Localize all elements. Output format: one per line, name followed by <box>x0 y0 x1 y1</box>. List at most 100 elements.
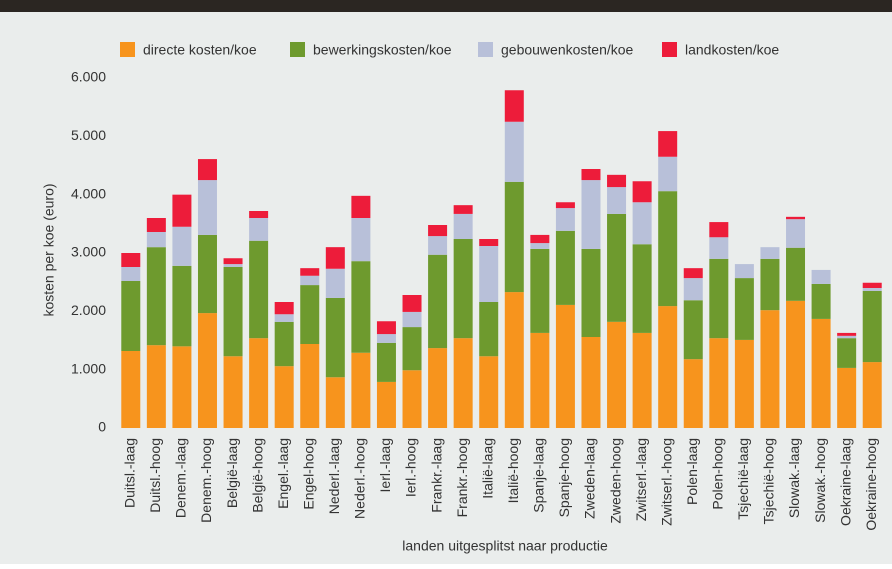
bar-segment <box>709 338 729 428</box>
x-tick-label: Slowak.-hoog <box>812 438 828 523</box>
x-tick-label: Engel.-laag <box>275 438 291 509</box>
y-tick-label: 1.000 <box>71 360 106 376</box>
bar-segment <box>479 246 499 302</box>
bar-segment <box>734 278 754 340</box>
bar-segment <box>197 313 217 428</box>
legend-swatch <box>662 42 677 57</box>
bar-segment <box>760 258 780 311</box>
x-tick-label: Slowak.-laag <box>786 438 802 518</box>
bar-segment <box>453 213 473 239</box>
x-axis-label: landen uitgesplitst naar productie <box>402 538 608 554</box>
bar-segment <box>172 346 192 428</box>
bar-segment <box>683 268 703 279</box>
bar-segment <box>146 247 166 346</box>
bar-segment <box>121 351 141 428</box>
bar-segment <box>453 338 473 428</box>
bar-segment <box>146 218 166 232</box>
bar-segment <box>146 345 166 428</box>
x-tick-label: Duitsl.-hoog <box>147 438 163 513</box>
x-tick-label: Denem.-hoog <box>198 438 214 523</box>
x-tick-label: Nederl.-hoog <box>352 438 368 519</box>
x-tick-label: Frankr.-hoog <box>454 438 470 517</box>
bar-segment <box>760 247 780 259</box>
x-tick-label: Spanje-laag <box>531 438 547 513</box>
bar-segment <box>453 239 473 339</box>
bar-segment <box>428 225 448 237</box>
x-tick-label: Zwitserl.-hoog <box>658 438 674 526</box>
bar-segment <box>479 302 499 357</box>
x-tick-label: Frankr.-laag <box>428 438 444 513</box>
bar-segment <box>351 195 371 218</box>
bar-segment <box>504 121 524 182</box>
legend-swatch <box>290 42 305 57</box>
bar-segment <box>632 244 652 333</box>
bar-segment <box>837 332 857 336</box>
bar-segment <box>837 338 857 368</box>
bar-segment <box>172 226 192 266</box>
y-tick-label: 4.000 <box>71 185 106 201</box>
bar-segment <box>786 219 806 248</box>
bar-segment <box>274 302 294 315</box>
bar-segment <box>249 240 269 339</box>
x-tick-label: Nederl.-laag <box>326 438 342 514</box>
bar-segment <box>376 381 396 428</box>
bar-segment <box>300 268 320 276</box>
x-tick-label: Oekraine-laag <box>837 438 853 526</box>
bar-segment <box>530 243 550 249</box>
bar-segment <box>658 131 678 157</box>
bar-segment <box>428 254 448 349</box>
x-tick-label: België-laag <box>224 438 240 508</box>
bar-segment <box>428 236 448 255</box>
bar-segment <box>530 234 550 244</box>
bar-segment <box>504 292 524 428</box>
bar-segment <box>837 367 857 428</box>
bar-segment <box>428 348 448 428</box>
bar-segment <box>300 285 320 344</box>
bar-segment <box>837 335 857 339</box>
bar-segment <box>632 181 652 203</box>
bar-segment <box>581 337 601 428</box>
bar-segment <box>811 318 831 428</box>
x-tick-label: Zweden-hoog <box>607 438 623 524</box>
bar-segment <box>479 239 499 246</box>
bar-segment <box>402 370 422 428</box>
bar-segment <box>811 283 831 319</box>
bar-segment <box>325 377 345 428</box>
bar-segment <box>146 232 166 248</box>
x-tick-label: Ierl.-hoog <box>403 438 419 497</box>
bar-segment <box>555 304 575 428</box>
bar-segment <box>734 264 754 279</box>
x-tick-label: Zwitserl.-laag <box>633 438 649 521</box>
y-tick-label: 3.000 <box>71 244 106 260</box>
bar-segment <box>402 327 422 371</box>
bar-segment <box>172 265 192 347</box>
y-axis-label: kosten per koe (euro) <box>41 183 57 316</box>
bar-segment <box>402 311 422 328</box>
bar-segment <box>376 334 396 343</box>
x-tick-label: Denem.-laag <box>173 438 189 518</box>
bar-segment <box>223 356 243 428</box>
bar-segment <box>760 310 780 428</box>
bar-segment <box>607 213 627 322</box>
bar-segment <box>351 218 371 262</box>
bar-segment <box>249 218 269 241</box>
bar-segment <box>607 174 627 188</box>
bar-segment <box>197 234 217 314</box>
bar-segment <box>683 278 703 301</box>
bar-segment <box>172 194 192 227</box>
bar-segment <box>530 332 550 428</box>
bar-segment <box>351 261 371 353</box>
bar-segment <box>376 342 396 382</box>
bar-segment <box>555 208 575 231</box>
bar-segment <box>709 222 729 238</box>
bar-segment <box>658 156 678 192</box>
bar-segment <box>223 267 243 357</box>
legend-label: landkosten/koe <box>685 42 779 58</box>
x-tick-label: Italië-hoog <box>505 438 521 503</box>
bar-segment <box>555 202 575 209</box>
bar-segment <box>786 300 806 428</box>
bar-segment <box>402 295 422 312</box>
bar-segment <box>274 366 294 428</box>
bar-segment <box>632 202 652 245</box>
bar-segment <box>249 211 269 218</box>
